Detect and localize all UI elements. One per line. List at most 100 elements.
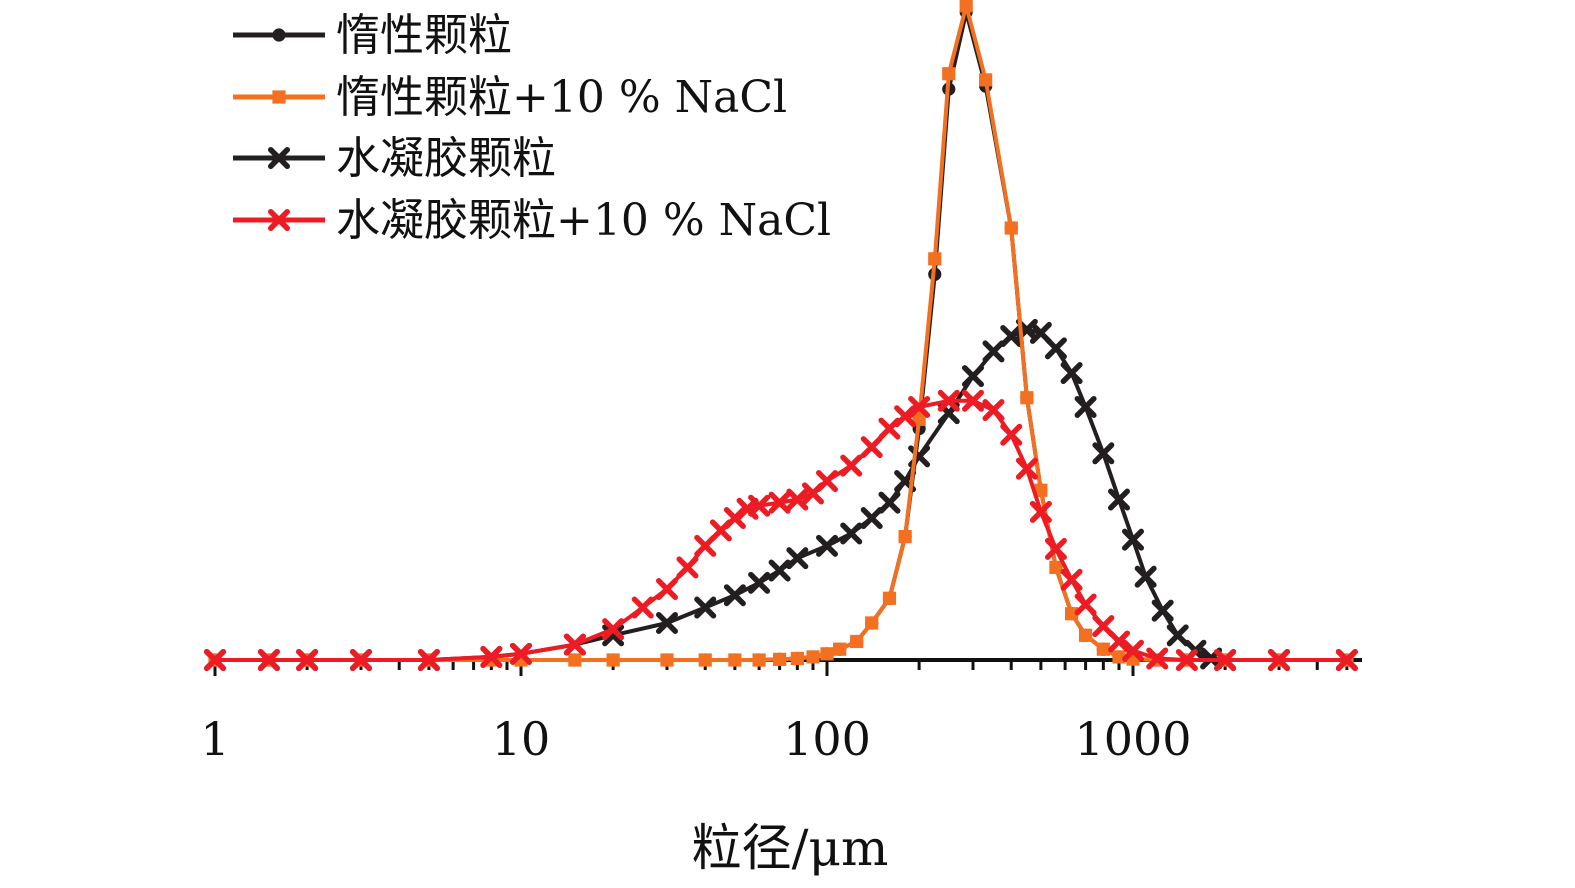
data-point [773, 652, 787, 666]
data-point [908, 395, 931, 418]
data-point [898, 529, 912, 544]
data-point [606, 653, 620, 667]
legend-entry-3: 水凝胶颗粒 [233, 133, 556, 184]
data-point [1044, 337, 1067, 360]
data-point [698, 653, 712, 667]
legend-label: 惰性颗粒 [336, 10, 512, 61]
data-point [748, 571, 771, 594]
data-point [942, 67, 956, 81]
data-point [1060, 362, 1083, 385]
series-line [215, 398, 1347, 662]
data-point [568, 653, 582, 667]
data-point [937, 389, 960, 412]
data-point [816, 534, 838, 557]
data-point [723, 584, 746, 607]
x-tick-label: 100 [783, 712, 871, 766]
data-point [728, 653, 742, 667]
data-point [1096, 642, 1110, 656]
data-point [1214, 649, 1237, 671]
data-point [1000, 423, 1023, 446]
data-point [1122, 639, 1144, 662]
data-point [655, 611, 678, 634]
data-point [563, 633, 586, 656]
x-tick-label: 1 [200, 712, 229, 766]
data-point [1000, 325, 1023, 347]
x-tick-label: 10 [492, 712, 551, 766]
data-point [894, 405, 917, 428]
data-point [204, 649, 226, 671]
data-point [1335, 649, 1358, 671]
data-point [1004, 221, 1018, 235]
data-point [1175, 649, 1198, 671]
data-point [790, 651, 804, 666]
data-point [820, 647, 834, 661]
data-point [768, 559, 791, 582]
data-point [510, 642, 532, 665]
data-point [1108, 488, 1130, 511]
legend-entry-4: 水凝胶颗粒+10 % NaCl [233, 195, 831, 246]
data-point [268, 147, 290, 169]
data-point [1108, 630, 1130, 653]
data-point [1134, 565, 1157, 588]
data-point [768, 491, 791, 514]
data-point [1092, 442, 1115, 465]
data-point [268, 209, 290, 231]
data-point [602, 618, 625, 641]
data-point [1029, 500, 1052, 523]
data-point [748, 494, 771, 517]
series-line [215, 327, 1347, 662]
data-point [1064, 607, 1079, 621]
data-point [979, 73, 993, 87]
legend-entry-1: 惰性颗粒 [233, 10, 512, 61]
data-point [1020, 391, 1034, 405]
data-point [982, 340, 1005, 363]
data-point [349, 649, 372, 671]
data-point [912, 412, 926, 426]
data-point [840, 522, 863, 545]
legend-label: 水凝胶颗粒+10 % NaCl [336, 195, 831, 246]
data-point [840, 454, 863, 477]
data-point [806, 650, 820, 664]
data-point [1034, 483, 1048, 497]
x-tick-label: 1000 [1074, 712, 1191, 766]
data-point [1268, 649, 1290, 671]
legend-label: 水凝胶颗粒 [336, 133, 556, 184]
data-point [1146, 647, 1169, 670]
series-4 [204, 389, 1358, 671]
data-point [480, 645, 503, 668]
data-point [860, 436, 883, 459]
data-point [660, 653, 674, 667]
data-point [1122, 528, 1144, 551]
data-point [1151, 599, 1174, 622]
data-point [878, 491, 901, 514]
data-point [882, 591, 897, 605]
data-point [694, 596, 717, 619]
data-point [1049, 560, 1063, 575]
data-point [850, 634, 864, 649]
data-point [959, 0, 973, 13]
data-point [272, 28, 286, 42]
x-tick-labels: 1 10 100 1000 [200, 712, 1191, 766]
data-point [272, 90, 286, 104]
x-axis-title: 粒径/μm [692, 819, 889, 877]
data-point [961, 389, 984, 412]
data-point [417, 649, 440, 671]
data-point [786, 488, 809, 511]
series-layer [204, 0, 1358, 671]
data-point [928, 252, 942, 266]
data-point [655, 578, 678, 601]
data-point [1166, 624, 1189, 647]
data-point [257, 649, 280, 671]
data-point [1079, 628, 1093, 642]
series-3 [204, 318, 1358, 671]
data-point [865, 616, 879, 630]
data-point [1074, 395, 1097, 418]
data-point [860, 507, 883, 530]
data-point [833, 642, 847, 656]
data-point [1044, 537, 1067, 560]
data-point [786, 547, 809, 570]
data-point [1074, 593, 1097, 616]
data-point [296, 649, 319, 671]
